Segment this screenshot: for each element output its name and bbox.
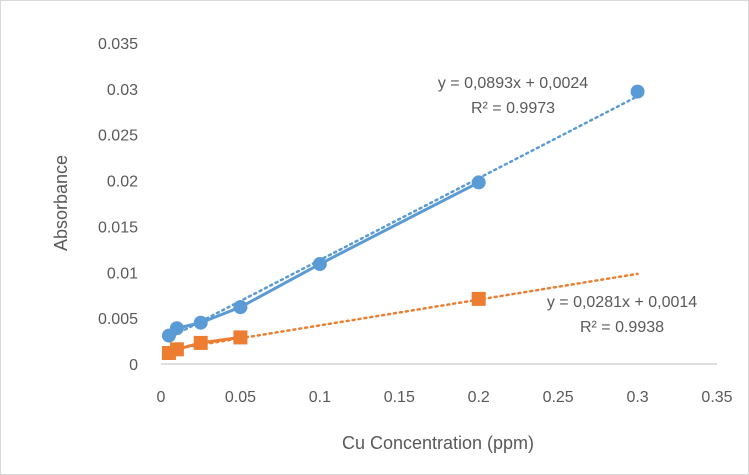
y-tick-label: 0.005 <box>98 311 138 328</box>
x-axis-title: Cu Concentration (ppm) <box>342 433 534 453</box>
data-series <box>161 84 645 360</box>
blue-data-point-6 <box>471 175 486 190</box>
y-tick-label: 0.03 <box>107 82 138 99</box>
orange-data-point-4 <box>233 330 248 345</box>
blue-data-point-2 <box>169 321 184 336</box>
blue-data-point-4 <box>233 300 248 315</box>
x-tick-label: 0.25 <box>543 389 574 406</box>
orange-equation-label: y = 0,0281x + 0,0014 <box>547 294 697 311</box>
orange-data-point-5 <box>471 291 486 306</box>
blue-trendline <box>167 95 639 340</box>
x-tick-label: 0.35 <box>701 389 732 406</box>
x-axis: 0 0.05 0.1 0.15 0.2 0.25 0.3 0.35 <box>157 363 733 406</box>
x-tick-label: 0.15 <box>384 389 415 406</box>
y-tick-label: 0.025 <box>98 128 138 145</box>
blue-equation-label: y = 0,0893x + 0,0024 <box>438 75 588 92</box>
x-tick-label: 0.2 <box>468 389 490 406</box>
y-tick-label: 0.015 <box>98 219 138 236</box>
blue-r2-label: R² = 0.9973 <box>471 100 555 117</box>
y-axis-title: Absorbance <box>51 155 71 251</box>
y-axis: 0 0.005 0.01 0.015 0.02 0.025 0.03 0.035 <box>98 36 138 374</box>
y-tick-label: 0.01 <box>107 265 138 282</box>
x-tick-label: 0.3 <box>626 389 648 406</box>
blue-data-point-3 <box>193 315 208 330</box>
y-tick-label: 0.035 <box>98 36 138 53</box>
x-tick-label: 0.05 <box>225 389 256 406</box>
orange-data-point-2 <box>169 342 184 357</box>
x-tick-label: 0 <box>157 389 166 406</box>
blue-data-point-5 <box>312 257 327 272</box>
y-tick-label: 0.02 <box>107 174 138 191</box>
orange-r2-label: R² = 0.9938 <box>580 319 664 336</box>
y-tick-label: 0 <box>129 357 138 374</box>
blue-data-point-7 <box>630 84 645 99</box>
x-tick-label: 0.1 <box>309 389 331 406</box>
orange-data-point-3 <box>193 335 208 350</box>
